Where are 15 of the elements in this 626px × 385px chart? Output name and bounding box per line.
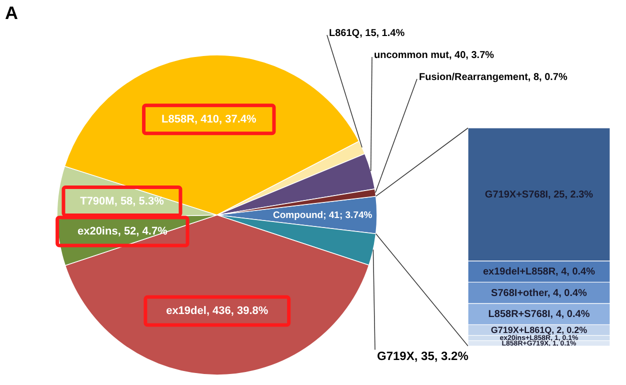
- slice-label: L858R, 410, 37.4%: [161, 113, 256, 126]
- slice-label: ex20ins, 52, 4.7%: [77, 225, 168, 238]
- slice-label: L861Q, 15, 1.4%: [329, 28, 405, 39]
- slice-label: Fusion/Rearrangement, 8, 0.7%: [419, 72, 568, 83]
- data-label: G719X+S768I, 25, 2.3%: [484, 189, 594, 200]
- slice-label: Compound; 41; 3.74%: [272, 210, 373, 221]
- data-label: L858R+S768I, 4, 0.4%: [488, 309, 590, 320]
- slice-label: ex19del, 436, 39.8%: [166, 305, 268, 317]
- chart-title: A: [5, 3, 18, 23]
- slice-label: G719X, 35, 3.2%: [377, 348, 469, 363]
- data-label: S768I+other, 4, 0.4%: [491, 288, 588, 299]
- slice-label: uncommon mut, 40, 3.7%: [374, 50, 494, 61]
- data-label: ex19del+L858R, 4, 0.4%: [482, 266, 596, 278]
- data-label: G719X+L861Q, 2, 0.2%: [490, 325, 588, 336]
- slice-label: T790M, 58, 5.3%: [80, 195, 164, 208]
